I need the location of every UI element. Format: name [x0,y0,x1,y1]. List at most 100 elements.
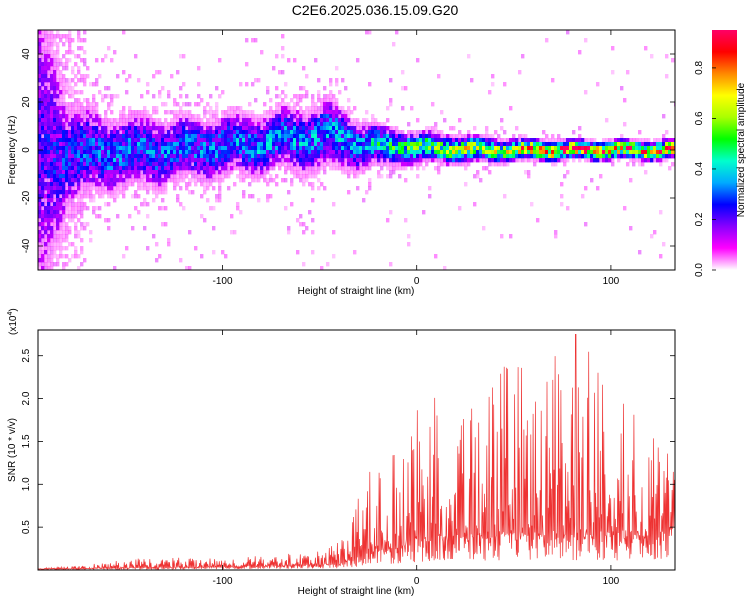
spectrogram-cell [302,150,306,155]
spectrogram-cell [407,146,411,151]
spectrogram-cell [152,134,156,139]
spectrogram-cell [368,134,372,139]
spectrogram-cell [74,222,78,227]
spectrogram-cell [56,190,60,195]
spectrogram-cell [62,218,66,223]
spectrogram-cell [227,154,231,159]
spectrogram-cell [164,122,168,127]
spectrogram-cell [356,146,360,151]
spectrogram-cell [47,218,51,223]
spectrogram-cell [599,158,603,163]
spectrogram-cell [77,134,81,139]
spectrogram-cell [170,110,174,115]
spectrogram-cell [617,142,621,147]
spectrogram-cell [92,114,96,119]
spectrogram-cell [134,126,138,131]
spectrogram-cell [425,138,429,143]
spectrogram-cell [65,138,69,143]
spectrogram-cell [65,90,69,95]
spectrogram-cell [479,178,483,183]
spectrogram-cell [239,134,243,139]
spectrogram-cell [305,138,309,143]
spectrogram-cell [491,138,495,143]
spectrogram-cell [53,250,57,255]
spectrogram-cell [107,218,111,223]
spectrogram-cell [137,194,141,199]
spectrogram-cell [218,146,222,151]
spectrogram-cell [140,150,144,155]
spectrogram-cell [47,198,51,203]
spectrogram-cell [320,130,324,135]
spectrogram-cell [602,142,606,147]
spectrogram-cell [278,158,282,163]
spectrogram-cell [320,98,324,103]
spectrogram-cell [650,154,654,159]
spectrogram-cell [116,74,120,79]
spectrogram-cell [62,134,66,139]
spectrogram-cell [392,150,396,155]
spectrogram-cell [122,114,126,119]
spectrogram-cell [149,138,153,143]
spectrogram-cell [50,110,54,115]
spectrogram-cell [464,142,468,147]
colorbar-tick-label: 0.4 [694,162,705,176]
spectrogram-cell [176,174,180,179]
spectrogram-cell [347,190,351,195]
spectrogram-cell [239,82,243,87]
spectrogram-cell [311,150,315,155]
spectrogram-cell [59,226,63,231]
spectrogram-cell [104,162,108,167]
spectrogram-cell [77,106,81,111]
spectrogram-cell [398,154,402,159]
spectrogram-cell [44,146,48,151]
spectrogram-cell [71,38,75,43]
spectrogram-cell [284,122,288,127]
spectrogram-cell [68,102,72,107]
spectrogram-cell [38,254,42,259]
spectrogram-cell [449,142,453,147]
spectrogram-cell [233,146,237,151]
spectrogram-cell [53,122,57,127]
spectrogram-cell [41,46,45,51]
spectrogram-cell [41,34,45,39]
spectrogram-cell [182,150,186,155]
spectrogram-cell [473,138,477,143]
spectrogram-cell [95,130,99,135]
spectrogram-cell [266,122,270,127]
spectrogram-cell [365,30,369,35]
spectrogram-cell [362,146,366,151]
spectrogram-cell [80,134,84,139]
spectrogram-cell [335,126,339,131]
spectrogram-cell [563,154,567,159]
spectrogram-cell [443,266,447,270]
spectrogram-cell [158,118,162,123]
spectrogram-cell [68,158,72,163]
spectrogram-cell [461,142,465,147]
spectrogram-cell [482,134,486,139]
spectrogram-cell [71,154,75,159]
spectrogram-cell [365,158,369,163]
spectrogram-cell [182,146,186,151]
spectrogram-cell [65,194,69,199]
snr-x-ticks: -100 0 100 [212,330,620,587]
spectrogram-cell [98,206,102,211]
spectrogram-cell [125,130,129,135]
spectrogram-cell [359,126,363,131]
spectrogram-cell [131,178,135,183]
spectrogram-cell [386,162,390,167]
spectrogram-cell [320,102,324,107]
spectrogram-cell [518,142,522,147]
spectrogram-cell [50,174,54,179]
spectrogram-cell [467,158,471,163]
spectrogram-cell [167,126,171,131]
spectrogram-cell [44,46,48,51]
spectrogram-cell [329,158,333,163]
spectrogram-cell [218,126,222,131]
spectrogram-cell [425,146,429,151]
spectrogram-cell [371,162,375,167]
spectrogram-cell [83,162,87,167]
spectrogram-cell [422,138,426,143]
spectrogram-cell [305,158,309,163]
spectrogram-cell [173,174,177,179]
spectrogram-cell [185,114,189,119]
